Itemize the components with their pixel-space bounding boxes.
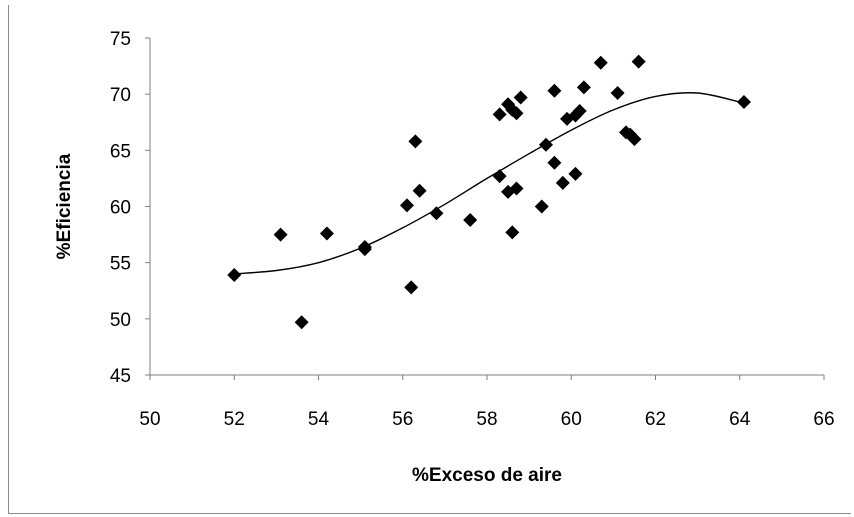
data-point — [429, 206, 444, 221]
data-point — [509, 181, 524, 196]
y-tick-label: 55 — [110, 254, 131, 275]
data-point — [534, 199, 549, 214]
data-point — [538, 137, 553, 152]
data-point — [627, 132, 642, 147]
data-point — [547, 155, 562, 170]
data-point — [572, 104, 587, 119]
data-point — [294, 315, 309, 330]
x-tick-label: 58 — [476, 409, 497, 430]
y-axis-title: %Eficiencia — [54, 153, 75, 259]
data-point — [505, 102, 520, 117]
data-point — [505, 225, 520, 240]
x-tick-label: 50 — [139, 409, 160, 430]
data-point — [404, 280, 419, 295]
data-point — [736, 95, 751, 110]
data-point — [408, 134, 423, 149]
data-point — [547, 83, 562, 98]
x-tick-label: 64 — [729, 409, 751, 430]
data-point — [593, 55, 608, 70]
chart-area: 45 50 55 60 65 70 75 50 52 54 56 58 60 62 64 66 %Exceso… — [8, 5, 851, 514]
data-point — [555, 175, 570, 190]
y-tick-label: 70 — [110, 85, 131, 106]
trendline — [234, 92, 740, 275]
x-axis-title: %Exceso de aire — [412, 465, 562, 486]
y-tick-label: 75 — [110, 29, 131, 50]
scatter-plot: 45 50 55 60 65 70 75 50 52 54 56 58 60 62 64 66 %Exceso… — [54, 29, 835, 486]
tick-labels: 45 50 55 60 65 70 75 50 52 54 56 58 60 62 64 66 — [110, 29, 835, 430]
data-point — [631, 54, 646, 69]
y-tick-label: 50 — [110, 310, 131, 331]
data-point — [576, 80, 591, 95]
axes — [145, 37, 825, 380]
y-tick-label: 45 — [110, 366, 131, 387]
x-tick-label: 62 — [645, 409, 666, 430]
data-point — [273, 227, 288, 242]
data-point — [568, 166, 583, 181]
data-point — [492, 107, 507, 122]
x-tick-label: 60 — [561, 409, 582, 430]
data-point — [399, 198, 414, 213]
x-tick-label: 56 — [392, 409, 413, 430]
y-tick-label: 60 — [110, 198, 131, 219]
data-points — [227, 54, 751, 330]
data-point — [509, 106, 524, 121]
data-point — [319, 226, 334, 241]
x-tick-label: 52 — [224, 409, 245, 430]
data-point — [227, 268, 242, 283]
data-point — [610, 86, 625, 101]
data-point — [463, 212, 478, 227]
data-point — [412, 183, 427, 198]
data-point — [492, 169, 507, 184]
x-tick-label: 54 — [308, 409, 330, 430]
data-point — [513, 90, 528, 105]
data-point — [357, 242, 372, 257]
y-tick-label: 65 — [110, 141, 131, 162]
x-tick-label: 66 — [813, 409, 834, 430]
